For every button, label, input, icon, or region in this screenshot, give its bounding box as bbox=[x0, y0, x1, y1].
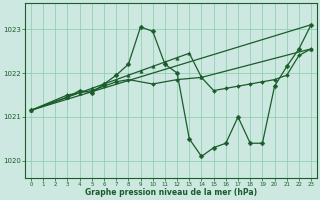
X-axis label: Graphe pression niveau de la mer (hPa): Graphe pression niveau de la mer (hPa) bbox=[85, 188, 257, 197]
